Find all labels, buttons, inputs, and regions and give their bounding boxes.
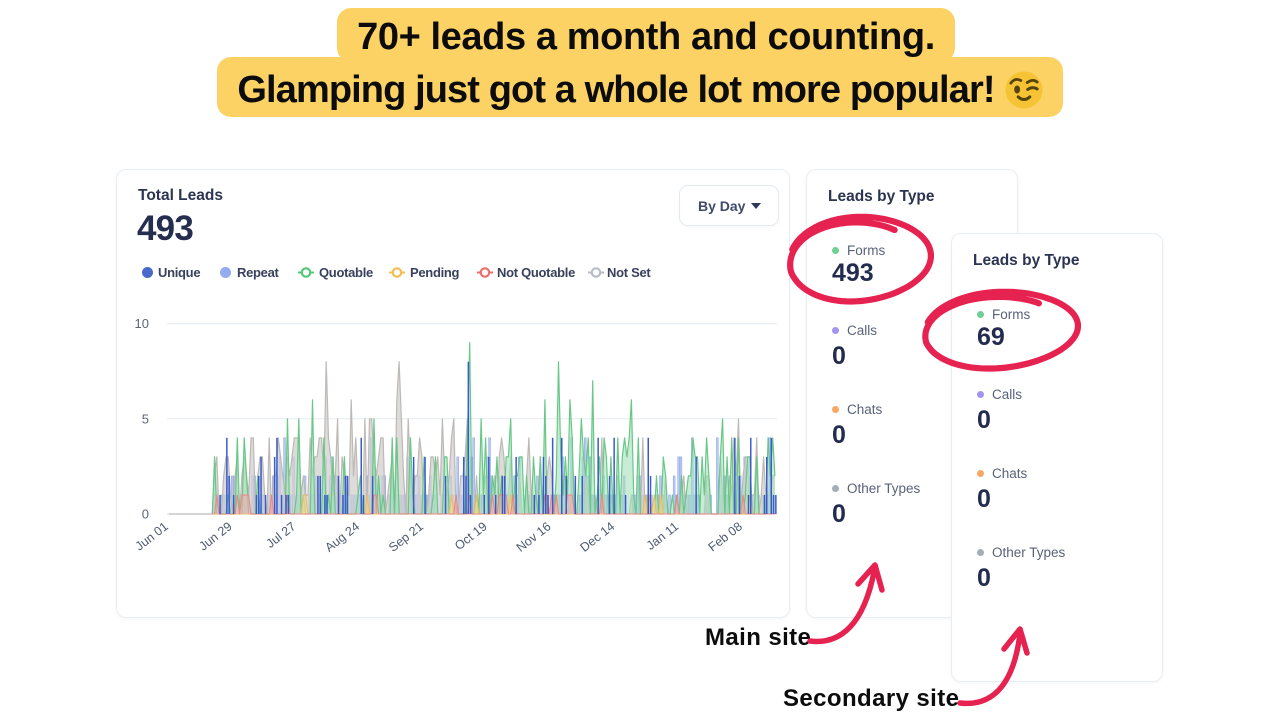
svg-text:Feb 08: Feb 08 xyxy=(706,519,745,554)
svg-text:10: 10 xyxy=(135,316,149,331)
svg-text:Jun 29: Jun 29 xyxy=(196,519,234,553)
svg-text:Jun 01: Jun 01 xyxy=(133,519,171,553)
svg-text:Dec 14: Dec 14 xyxy=(578,519,618,554)
svg-text:Oct 19: Oct 19 xyxy=(452,519,490,553)
svg-text:Nov 16: Nov 16 xyxy=(514,519,554,554)
svg-text:5: 5 xyxy=(142,411,149,426)
svg-text:Sep 21: Sep 21 xyxy=(386,519,426,554)
svg-text:Jul 27: Jul 27 xyxy=(264,519,299,551)
svg-text:0: 0 xyxy=(142,507,149,522)
svg-text:Aug 24: Aug 24 xyxy=(322,519,362,554)
svg-text:Jan 11: Jan 11 xyxy=(644,519,682,553)
